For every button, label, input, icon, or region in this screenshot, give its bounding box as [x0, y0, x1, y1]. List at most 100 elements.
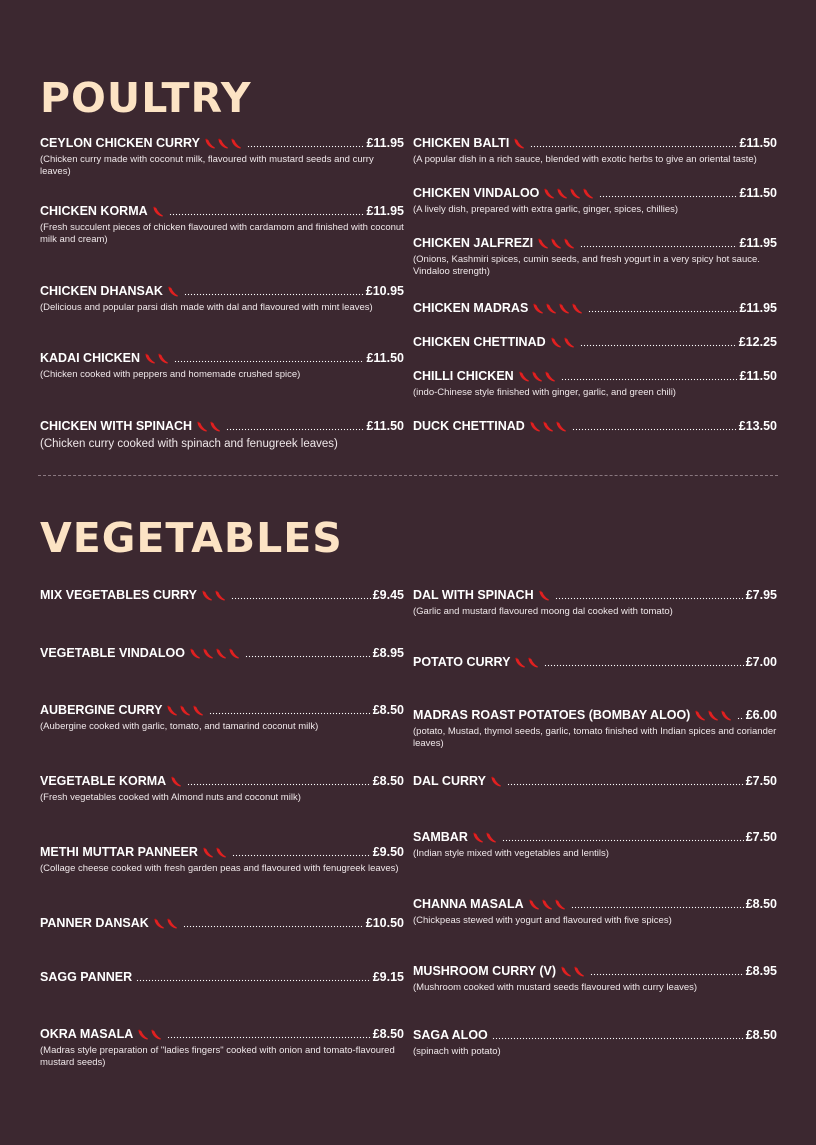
menu-item-line: AUBERGINE CURRY £8.50	[40, 703, 404, 718]
menu-item: DUCK CHETTINAD £13.50	[413, 419, 777, 434]
dish-name: DAL WITH SPINACH	[413, 588, 534, 602]
chili-icon	[490, 776, 502, 788]
menu-item: OKRA MASALA £8.50 (Madras style preparatio…	[40, 1027, 404, 1069]
menu-item-line: SAMBAR £7.50	[413, 830, 777, 845]
chili-icon	[215, 648, 227, 660]
menu-item: CHICKEN VINDALOO £11.50 (A lively dish, pr…	[413, 186, 777, 216]
dish-description: (Delicious and popular parsi dish made w…	[40, 302, 373, 313]
dot-leader	[174, 360, 365, 363]
dot-leader	[167, 1036, 371, 1039]
menu-item-line: CHICKEN VINDALOO £11.50	[413, 186, 777, 201]
dot-leader	[182, 925, 364, 928]
menu-item-line: POTATO CURRY £7.00	[413, 655, 777, 670]
chili-icon	[157, 353, 169, 365]
dot-leader	[209, 712, 371, 715]
chili-icon	[204, 138, 216, 150]
dish-price: £11.95	[739, 301, 777, 315]
menu-item: MUSHROOM CURRY (V) £8.95 (Mushroom cooked …	[413, 964, 777, 994]
dish-price: £8.50	[372, 703, 404, 717]
menu-item-line: SAGG PANNER £9.15	[40, 970, 404, 985]
menu-item: VEGETABLE KORMA £8.50 (Fresh vegetables co…	[40, 774, 404, 804]
chili-icon	[538, 590, 550, 602]
spice-level	[490, 775, 503, 789]
chili-icon	[485, 832, 497, 844]
spice-level	[196, 420, 222, 434]
dot-leader	[560, 378, 738, 381]
menu-item: SAGA ALOO £8.50 (spinach with potato)	[413, 1028, 777, 1058]
chili-icon	[531, 371, 543, 383]
chili-icon	[544, 371, 556, 383]
spice-level	[204, 137, 243, 151]
dish-price: £10.50	[365, 916, 404, 930]
chili-icon	[144, 353, 156, 365]
menu-item: DAL WITH SPINACH £7.95 (Garlic and mustard…	[413, 588, 777, 618]
spice-level	[152, 205, 165, 219]
chili-icon	[537, 238, 549, 250]
dish-name: PANNER DANSAK	[40, 916, 149, 930]
spice-level	[537, 237, 576, 251]
chili-icon	[563, 238, 575, 250]
menu-item-line: VEGETABLE KORMA £8.50	[40, 774, 404, 789]
dish-price: £9.45	[372, 588, 404, 602]
dish-name: AUBERGINE CURRY	[40, 703, 163, 717]
menu-item-line: CHICKEN CHETTINAD £12.25	[413, 335, 777, 350]
spice-level	[518, 370, 557, 384]
dish-description: (indo-Chinese style finished with ginger…	[413, 387, 676, 398]
dot-leader	[571, 428, 737, 431]
dish-price: £13.50	[738, 419, 777, 433]
spice-level	[166, 704, 205, 718]
dot-leader	[187, 783, 371, 786]
chili-icon	[571, 303, 583, 315]
menu-item: POTATO CURRY £7.00	[413, 655, 777, 670]
spice-level	[167, 285, 180, 299]
chili-icon	[532, 303, 544, 315]
chili-icon	[529, 421, 541, 433]
dish-description: (Onions, Kashmiri spices, cumin seeds, a…	[413, 254, 760, 277]
spice-level	[189, 647, 241, 661]
menu-item: KADAI CHICKEN £11.50 (Chicken cooked with …	[40, 351, 404, 381]
spice-level	[694, 709, 733, 723]
menu-item: CHICKEN JALFREZI £11.95 (Onions, Kashmiri …	[413, 236, 777, 278]
dish-description: (Chicken curry made with coconut milk, f…	[40, 154, 374, 177]
spice-level	[202, 846, 228, 860]
menu-item-line: DUCK CHETTINAD £13.50	[413, 419, 777, 434]
menu-item-line: METHI MUTTAR PANNEER £9.50	[40, 845, 404, 860]
menu-item-line: OKRA MASALA £8.50	[40, 1027, 404, 1042]
dot-leader	[168, 213, 365, 216]
dot-leader	[530, 145, 738, 148]
dish-price: £11.50	[739, 369, 777, 383]
dish-description: (Madras style preparation of "ladies fin…	[40, 1045, 395, 1068]
dish-price: £8.50	[372, 774, 404, 788]
dish-name: SAGA ALOO	[413, 1028, 488, 1042]
dish-price: £11.95	[366, 204, 404, 218]
dish-price: £7.00	[745, 655, 777, 669]
dot-leader	[246, 145, 365, 148]
menu-item: METHI MUTTAR PANNEER £9.50 (Collage cheese…	[40, 845, 404, 875]
menu-item: CHICKEN KORMA £11.95 (Fresh succulent piec…	[40, 204, 404, 246]
dot-leader	[501, 839, 744, 842]
menu-item-line: CHILLI CHICKEN £11.50	[413, 369, 777, 384]
dot-leader	[491, 1037, 744, 1040]
dish-price: £8.95	[745, 964, 777, 978]
chili-icon	[152, 206, 164, 218]
chili-icon	[202, 847, 214, 859]
chili-icon	[170, 776, 182, 788]
chili-icon	[569, 188, 581, 200]
dish-name: CEYLON CHICKEN CURRY	[40, 136, 200, 150]
spice-level	[472, 831, 498, 845]
chili-icon	[554, 899, 566, 911]
menu-item-line: DAL WITH SPINACH £7.95	[413, 588, 777, 603]
menu-item: AUBERGINE CURRY £8.50 (Aubergine cooked wi…	[40, 703, 404, 733]
spice-level	[560, 965, 586, 979]
dish-name: MIX VEGETABLES CURRY	[40, 588, 197, 602]
dot-leader	[183, 293, 364, 296]
chili-icon	[228, 648, 240, 660]
chili-icon	[555, 421, 567, 433]
dish-price: £9.15	[372, 970, 404, 984]
chili-icon	[153, 918, 165, 930]
chili-icon	[563, 337, 575, 349]
chili-icon	[550, 337, 562, 349]
menu-item: CHILLI CHICKEN £11.50 (indo-Chinese style …	[413, 369, 777, 399]
menu-item: CHICKEN WITH SPINACH £11.50 (Chicken curry…	[40, 419, 404, 451]
dish-name: CHICKEN JALFREZI	[413, 236, 534, 250]
